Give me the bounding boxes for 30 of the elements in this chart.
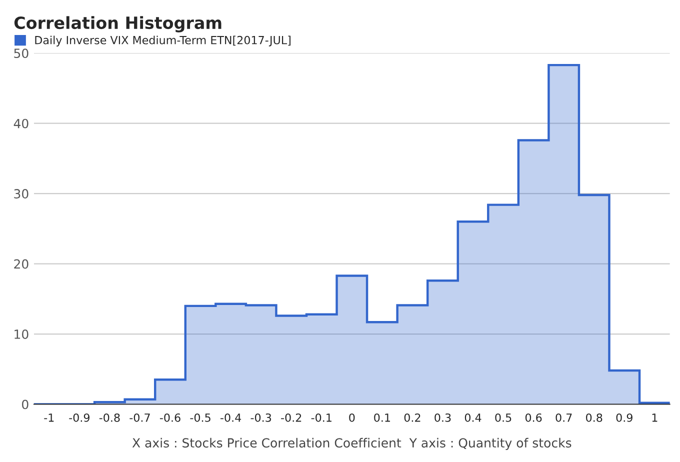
legend-label: Daily Inverse VIX Medium-Term ETN[2017-JUL] [35,36,290,46]
x-tick-label: -0.5 [190,413,210,422]
x-tick-label: -0.4 [220,413,242,422]
x-tick-label: -0.7 [130,413,150,422]
y-tick-label: 10 [14,330,28,339]
y-tick-label: 50 [14,48,28,58]
x-tick-label: -0.2 [281,413,302,422]
x-tick-label: 0.3 [434,413,451,422]
x-tick-label: 1 [652,414,658,422]
x-tick-label: -0.9 [69,413,90,422]
y-tick-label: 20 [14,259,28,269]
x-tick-label: 0.2 [404,413,420,422]
x-tick-label: -0.8 [99,413,120,422]
x-tick-label: 0.6 [525,413,542,422]
y-tick-label: 30 [14,189,28,199]
x-axis-title: X axis : Stocks Price Correlation Coefficient Y axis : Quantity of stocks [132,438,572,450]
x-tick-label: -0.1 [311,413,332,422]
y-tick-label: 40 [14,118,28,128]
x-tick-label: 0.5 [495,413,512,422]
x-tick-label: 0.9 [616,413,632,422]
x-tick-label: 0 [349,413,355,422]
x-tick-label: 0.4 [464,413,482,422]
x-tick-label: -0.6 [160,413,180,422]
x-tick-label: 0.8 [586,413,602,422]
y-tick-label: 0 [22,400,28,410]
x-tick-label: -1 [44,414,54,422]
x-tick-label: 0.7 [556,413,572,422]
chart-title: Correlation Histogram [14,16,222,32]
x-tick-label: 0.1 [374,413,390,422]
x-tick-label: -0.3 [250,413,272,422]
